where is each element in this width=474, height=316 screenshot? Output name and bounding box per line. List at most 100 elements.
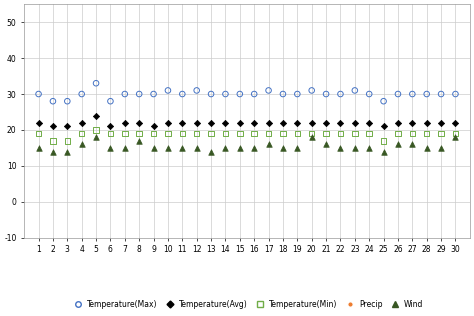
Point (452, 92, 459, 97)
Point (107, 124, 114, 129)
Point (164, 131, 172, 136)
Point (136, 138, 143, 143)
Point (64, 124, 71, 129)
Point (293, 92, 301, 97)
Point (365, 131, 373, 136)
Point (380, 99, 387, 104)
Point (337, 145, 344, 150)
Point (337, 120, 344, 125)
Point (150, 145, 157, 150)
Point (207, 149, 215, 154)
Legend: Temperature(Max), Temperature(Avg), Temperature(Min), Precip, Wind: Temperature(Max), Temperature(Avg), Temp… (71, 300, 423, 309)
Point (35, 145, 42, 150)
Point (279, 92, 287, 97)
Point (293, 145, 301, 150)
Point (222, 131, 229, 136)
Point (365, 120, 373, 125)
Point (308, 120, 316, 125)
Point (423, 120, 430, 125)
Point (207, 120, 215, 125)
Point (179, 120, 186, 125)
Point (78, 142, 85, 147)
Point (279, 145, 287, 150)
Point (136, 120, 143, 125)
Point (222, 120, 229, 125)
Point (236, 92, 244, 97)
Point (438, 145, 445, 150)
Point (78, 92, 85, 97)
Point (121, 131, 128, 136)
Point (337, 92, 344, 97)
Point (35, 131, 42, 136)
Point (394, 120, 402, 125)
Point (351, 88, 359, 93)
Point (164, 120, 172, 125)
Point (78, 120, 85, 125)
Point (35, 92, 42, 97)
Point (423, 92, 430, 97)
Point (121, 145, 128, 150)
Point (322, 142, 330, 147)
Point (380, 124, 387, 129)
Point (222, 92, 229, 97)
Point (121, 92, 128, 97)
Point (452, 131, 459, 136)
Point (92, 113, 100, 118)
Point (107, 131, 114, 136)
Point (438, 120, 445, 125)
Point (78, 131, 85, 136)
Point (322, 131, 330, 136)
Point (222, 145, 229, 150)
Point (250, 145, 258, 150)
Point (250, 120, 258, 125)
Point (136, 92, 143, 97)
Point (193, 131, 201, 136)
Point (207, 131, 215, 136)
Point (49, 138, 57, 143)
Point (236, 131, 244, 136)
Point (279, 120, 287, 125)
Point (308, 131, 316, 136)
Point (322, 120, 330, 125)
Point (438, 131, 445, 136)
Point (179, 145, 186, 150)
Point (265, 120, 273, 125)
Point (409, 142, 416, 147)
Point (64, 99, 71, 104)
Point (179, 92, 186, 97)
Point (365, 92, 373, 97)
Point (293, 120, 301, 125)
Point (423, 131, 430, 136)
Point (265, 142, 273, 147)
Point (250, 131, 258, 136)
Point (265, 131, 273, 136)
Point (265, 88, 273, 93)
Point (107, 145, 114, 150)
Point (150, 92, 157, 97)
Point (409, 131, 416, 136)
Point (136, 131, 143, 136)
Point (394, 131, 402, 136)
Point (308, 88, 316, 93)
Point (35, 120, 42, 125)
Point (351, 131, 359, 136)
Point (193, 88, 201, 93)
Point (452, 135, 459, 140)
Point (351, 145, 359, 150)
Point (380, 138, 387, 143)
Point (279, 131, 287, 136)
Point (394, 142, 402, 147)
Point (409, 92, 416, 97)
Point (121, 120, 128, 125)
Point (164, 88, 172, 93)
Point (49, 124, 57, 129)
Point (49, 99, 57, 104)
Point (236, 120, 244, 125)
Point (92, 81, 100, 86)
Point (92, 127, 100, 132)
Point (337, 131, 344, 136)
Point (64, 138, 71, 143)
Point (409, 120, 416, 125)
Point (394, 92, 402, 97)
Point (64, 149, 71, 154)
